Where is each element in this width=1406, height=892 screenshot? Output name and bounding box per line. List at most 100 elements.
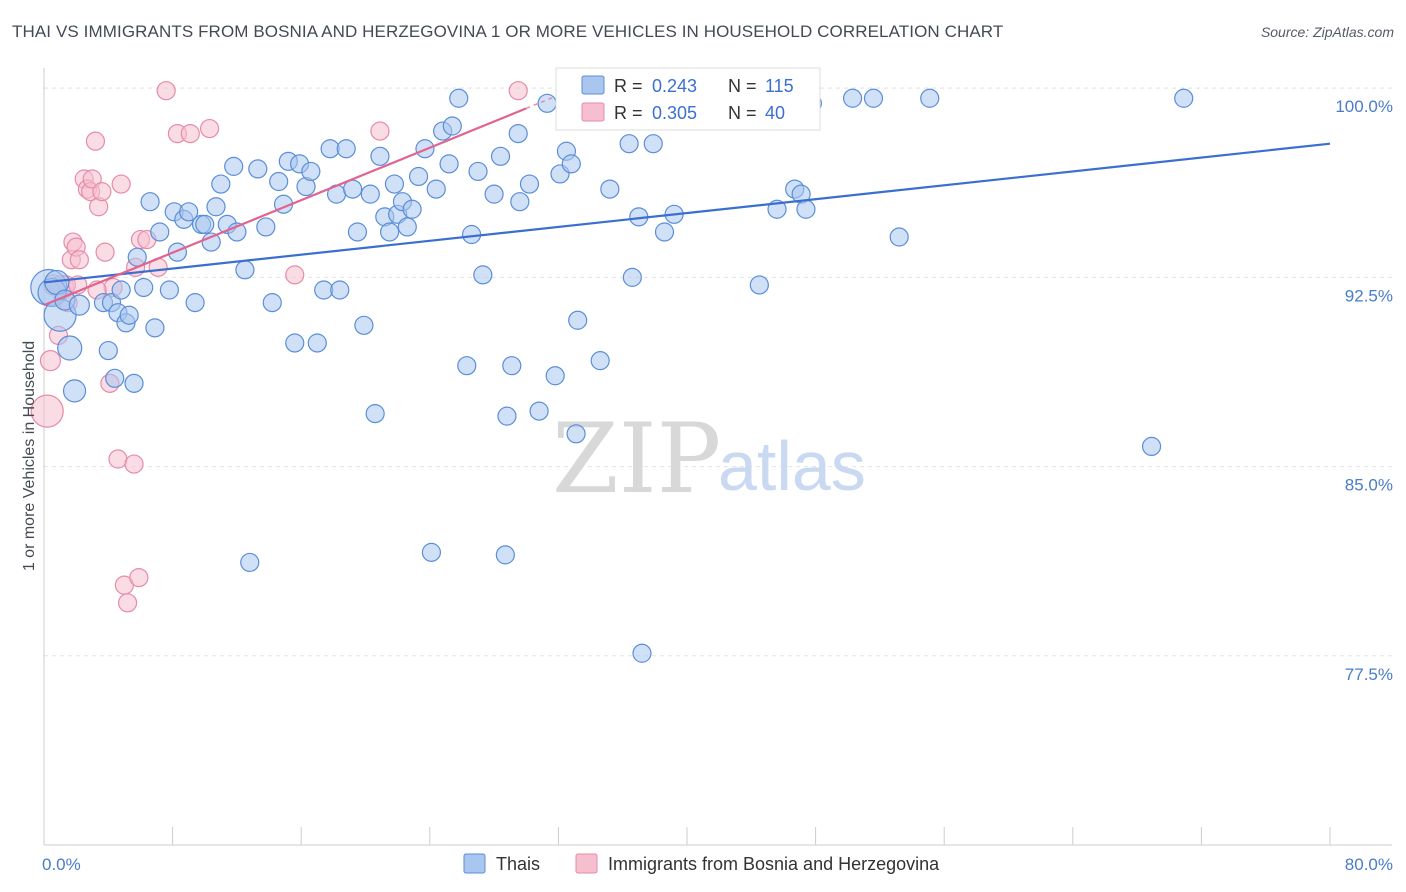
trend-lines <box>43 91 1331 307</box>
thai-point <box>654 222 675 242</box>
thai-point <box>568 310 588 330</box>
thai-point <box>842 88 863 108</box>
thai-point <box>167 242 188 262</box>
thai-point <box>201 232 221 252</box>
bosnia-point <box>508 81 528 101</box>
bosnia-point <box>39 350 62 372</box>
axes <box>43 68 1392 846</box>
thai-point <box>336 139 356 159</box>
thai-point <box>195 214 215 235</box>
thai-point <box>749 275 769 295</box>
thai-point <box>185 293 205 313</box>
watermark-zip: ZIP <box>552 403 721 515</box>
thai-point <box>206 197 226 217</box>
thai-point <box>461 224 482 245</box>
thai-point <box>248 159 268 179</box>
thai-point <box>68 294 90 316</box>
thai-point <box>285 333 305 353</box>
thai-point <box>1174 88 1194 108</box>
legend-label-thai: Thais <box>496 854 540 874</box>
bosnia-point <box>95 242 115 262</box>
thai-point <box>354 315 374 335</box>
thai-point <box>863 88 884 108</box>
thai-point <box>150 222 170 242</box>
legend-label-bosnia: Immigrants from Bosnia and Herzegovina <box>608 854 940 874</box>
thai-point <box>365 404 385 424</box>
x-tick-label: 80.0% <box>1345 855 1393 874</box>
thai-point <box>262 293 282 313</box>
thai-point <box>105 368 125 388</box>
legend-swatch-thai <box>463 853 486 874</box>
bosnia-point <box>117 593 138 613</box>
thai-point <box>179 202 199 222</box>
thai-point <box>159 280 179 300</box>
chart-title: THAI VS IMMIGRANTS FROM BOSNIA AND HERZE… <box>12 22 1004 41</box>
y-axis-label: 1 or more Vehicles in Household <box>21 341 38 571</box>
y-tick-label: 100.0% <box>1335 97 1393 116</box>
x-tick-label: 0.0% <box>42 855 81 874</box>
thai-point <box>408 166 429 187</box>
source-label: Source: ZipAtlas.com <box>1260 24 1394 40</box>
stats-n-value-thai: 115 <box>765 76 794 96</box>
series-thai-points <box>30 88 1194 663</box>
thai-point <box>301 161 321 182</box>
bosnia-point <box>82 169 102 189</box>
thai-point <box>269 171 289 192</box>
thai-point <box>537 93 557 113</box>
thai-point <box>510 192 530 212</box>
thai-point <box>449 88 469 108</box>
watermark-atlas: atlas <box>718 427 866 505</box>
stats-n-label-bosnia: N = <box>728 103 757 123</box>
bottom-legend: Thais Immigrants from Bosnia and Herzego… <box>463 853 940 874</box>
bosnia-point <box>199 118 220 139</box>
thai-point <box>145 318 165 338</box>
legend-swatch-bosnia <box>575 853 598 874</box>
stats-swatch-thai <box>581 75 605 95</box>
y-tick-label: 92.5% <box>1345 286 1393 305</box>
thai-point <box>140 192 160 212</box>
thai-point <box>98 340 118 361</box>
stats-n-value-bosnia: 40 <box>765 103 785 123</box>
thai-point <box>421 542 442 562</box>
y-tick-label: 77.5% <box>1345 665 1393 684</box>
bosnia-point <box>92 182 112 202</box>
thai-point <box>632 643 652 663</box>
stats-r-label-thai: R = <box>614 76 643 96</box>
thai-point <box>889 227 909 247</box>
thai-point <box>426 179 446 199</box>
thai-point <box>495 545 515 565</box>
thai-point <box>796 199 816 219</box>
thai-point <box>468 161 488 182</box>
thai-point <box>380 222 400 242</box>
thai-point <box>119 305 139 325</box>
bosnia-point <box>85 131 106 151</box>
y-tick-labels: 77.5% 85.0% 92.5% 100.0% <box>1335 97 1393 684</box>
thai-point <box>566 424 586 444</box>
thai-point <box>529 401 549 421</box>
thai-point <box>508 123 528 144</box>
bosnia-point <box>124 454 144 474</box>
stats-swatch-bosnia <box>581 102 605 122</box>
thai-point <box>457 356 477 376</box>
thai-point <box>134 277 154 298</box>
thai-point <box>240 552 260 573</box>
thai-point <box>619 134 639 154</box>
thai-point <box>439 154 459 174</box>
thai-point <box>360 184 380 204</box>
stats-legend-box: R = 0.243 N = 115 R = 0.305 N = 40 <box>555 67 821 131</box>
stats-r-label-bosnia: R = <box>614 103 643 123</box>
thai-point <box>545 366 565 386</box>
thai-point <box>370 146 390 166</box>
thai-point <box>124 373 144 393</box>
thai-point <box>402 199 422 219</box>
thai-point <box>519 174 540 194</box>
bosnia-point <box>285 265 305 285</box>
trend-line-thai <box>43 142 1331 284</box>
thai-point <box>473 265 493 285</box>
bosnia-point <box>108 449 128 469</box>
bosnia-point <box>180 123 200 144</box>
thai-point <box>397 217 417 237</box>
thai-point <box>224 156 244 176</box>
thai-point <box>62 379 87 403</box>
